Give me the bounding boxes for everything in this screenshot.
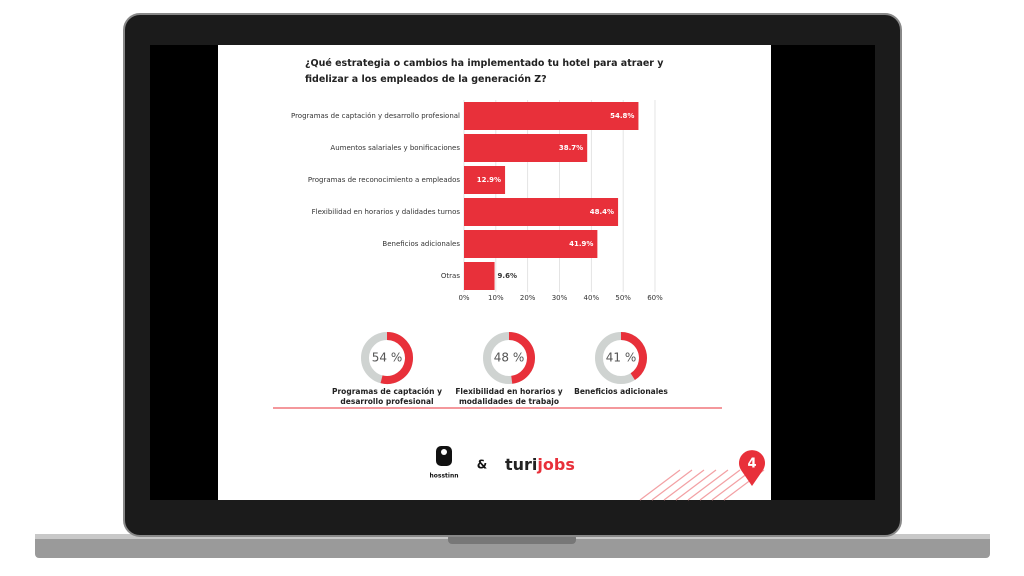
turijobs-logo: turijobs (505, 455, 575, 474)
y-tick-label: Beneficios adicionales (382, 240, 460, 248)
x-tick-label: 10% (488, 294, 504, 302)
x-tick-label: 30% (552, 294, 568, 302)
y-tick-label: Programas de captación y desarrollo prof… (291, 112, 460, 120)
donut-arc (620, 332, 647, 380)
donut-arc (508, 332, 535, 384)
y-tick-label: Flexibilidad en horarios y dalidades tur… (312, 208, 461, 216)
value-label: 41.9% (569, 240, 593, 248)
ampersand: & (477, 458, 487, 472)
x-tick-label: 50% (615, 294, 631, 302)
x-tick-label: 60% (647, 294, 663, 302)
x-tick-label: 40% (584, 294, 600, 302)
y-tick-label: Aumentos salariales y bonificaciones (330, 144, 460, 152)
y-tick-label: Otras (441, 272, 460, 280)
logo-part: turi (505, 455, 537, 474)
hosstinn-logo (436, 446, 452, 466)
donut-arc (380, 332, 413, 384)
value-label: 48.4% (590, 208, 614, 216)
bar (464, 134, 588, 162)
donut-label: 48 % (494, 351, 525, 365)
bar (464, 262, 495, 290)
value-label: 12.9% (477, 176, 501, 184)
x-tick-label: 0% (458, 294, 469, 302)
donut-caption: Programas de captación y desarrollo prof… (331, 387, 443, 406)
laptop-base (35, 534, 990, 558)
value-label: 38.7% (559, 144, 583, 152)
bar (464, 230, 598, 258)
logo-part: jobs (536, 455, 574, 474)
donut-label: 54 % (372, 351, 403, 365)
hatching (639, 469, 765, 501)
bar (464, 102, 639, 130)
page-marker (739, 450, 766, 486)
bar (464, 198, 619, 226)
donut-caption: Flexibilidad en horarios y modalidades d… (455, 387, 563, 406)
x-tick-label: 20% (520, 294, 536, 302)
page-number: 4 (747, 457, 756, 472)
y-tick-label: Programas de reconocimiento a empleados (308, 176, 460, 184)
donut-label: 41 % (606, 351, 637, 365)
bar (464, 166, 506, 194)
donut-caption: Beneficios adicionales (574, 387, 668, 396)
chart-title: ¿Qué estrategia o cambios ha implementad… (305, 58, 664, 85)
logo-text: hosstinn (429, 473, 458, 480)
value-label: 9.6% (498, 272, 517, 280)
value-label: 54.8% (610, 112, 634, 120)
